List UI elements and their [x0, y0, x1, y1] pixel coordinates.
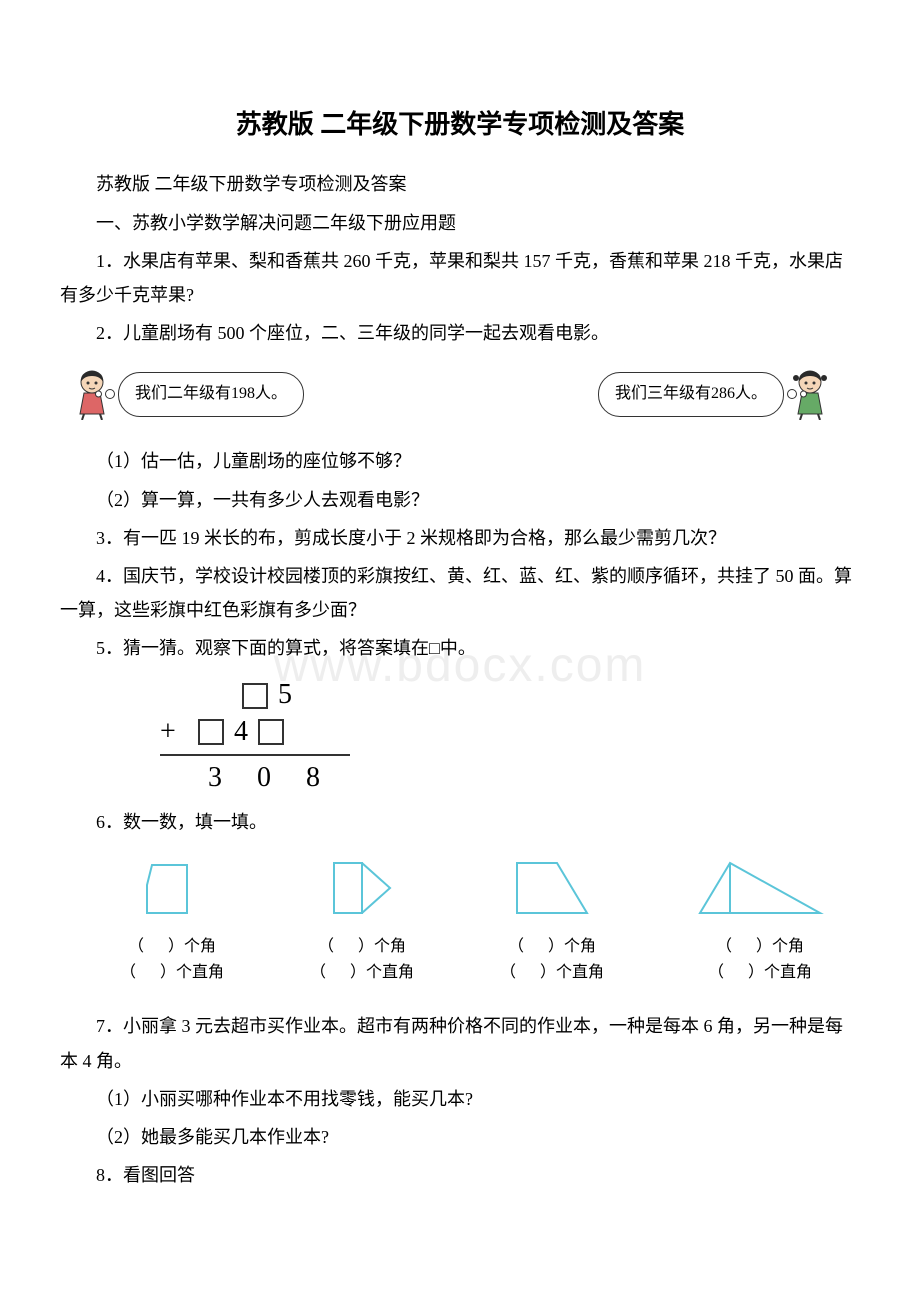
question-2-sub-1: （1）估一估，儿童剧场的座位够不够？: [60, 444, 860, 478]
shape-1: （ ）个角 （ ）个直角: [120, 855, 224, 986]
plus-sign: +: [160, 714, 188, 750]
question-4: 4．国庆节，学校设计校园楼顶的彩旗按红、黄、红、蓝、红、紫的顺序循环，共挂了 5…: [60, 559, 860, 627]
shape-label-angle: （ ）个角: [120, 934, 224, 960]
question-6: 6．数一数，填一填。: [60, 805, 860, 839]
blank-box: [258, 719, 284, 745]
shape-label-right-angle: （ ）个直角: [690, 960, 830, 986]
shape-label-right-angle: （ ）个直角: [310, 960, 414, 986]
question-3: 3．有一匹 19 米长的布，剪成长度小于 2 米规格即为合格，那么最少需剪几次？: [60, 521, 860, 555]
document-content: 苏教版 二年级下册数学专项检测及答案 苏教版 二年级下册数学专项检测及答案 一、…: [60, 100, 860, 1192]
shape-label-angle: （ ）个角: [500, 934, 604, 960]
result-digits: 3 0 8: [208, 760, 334, 796]
addition-row-1: 5: [160, 677, 860, 713]
shape-label-angle: （ ）个角: [690, 934, 830, 960]
shape-label-angle: （ ）个角: [310, 934, 414, 960]
question-5: 5．猜一猜。观察下面的算式，将答案填在□中。: [60, 631, 860, 665]
question-2: 2．儿童剧场有 500 个座位，二、三年级的同学一起去观看电影。: [60, 316, 860, 350]
shape-trapezoid-icon: [502, 855, 602, 919]
shape-4: （ ）个角 （ ）个直角: [690, 855, 830, 986]
shape-label-right-angle: （ ）个直角: [500, 960, 604, 986]
question-7-sub-2: （2）她最多能买几本作业本?: [60, 1120, 860, 1154]
digit-4: 4: [234, 714, 248, 750]
question-2-sub-2: （2）算一算，一共有多少人去观看电影？: [60, 483, 860, 517]
blank-box: [198, 719, 224, 745]
question-8: 8．看图回答: [60, 1158, 860, 1192]
shape-pentagon-icon: [132, 855, 212, 919]
blank-box: [242, 683, 268, 709]
bubble-right: 我们三年级有286人。: [598, 372, 784, 416]
digit-5: 5: [278, 677, 292, 713]
question-1: 1．水果店有苹果、梨和香蕉共 260 千克，苹果和梨共 157 千克，香蕉和苹果…: [60, 244, 860, 312]
addition-row-2: + 4: [160, 714, 860, 750]
shape-triangle-split-icon: [690, 855, 830, 919]
speech-left: 我们二年级有198人。: [70, 368, 304, 420]
shape-triangle-rect-icon: [322, 855, 402, 919]
subtitle: 苏教版 二年级下册数学专项检测及答案: [60, 167, 860, 201]
section-heading: 一、苏教小学数学解决问题二年级下册应用题: [60, 206, 860, 240]
question-7-sub-1: （1）小丽买哪种作业本不用找零钱，能买几本?: [60, 1082, 860, 1116]
page-title: 苏教版 二年级下册数学专项检测及答案: [60, 100, 860, 149]
addition-result: 3 0 8: [160, 760, 860, 796]
shape-label-right-angle: （ ）个直角: [120, 960, 224, 986]
addition-problem: 5 + 4 3 0 8: [160, 677, 860, 796]
shape-2: （ ）个角 （ ）个直角: [310, 855, 414, 986]
shapes-row: （ ）个角 （ ）个直角 （ ）个角 （ ）个直角 （ ）个角 （ ）个直角: [60, 843, 860, 986]
speech-right: 我们三年级有286人。: [598, 368, 832, 420]
addition-line: [160, 754, 350, 756]
question-7: 7．小丽拿 3 元去超市买作业本。超市有两种价格不同的作业本，一种是每本 6 角…: [60, 1009, 860, 1077]
speech-bubbles-row: 我们二年级有198人。 我们三年级有286人。: [60, 360, 860, 428]
shape-3: （ ）个角 （ ）个直角: [500, 855, 604, 986]
bubble-left: 我们二年级有198人。: [118, 372, 304, 416]
